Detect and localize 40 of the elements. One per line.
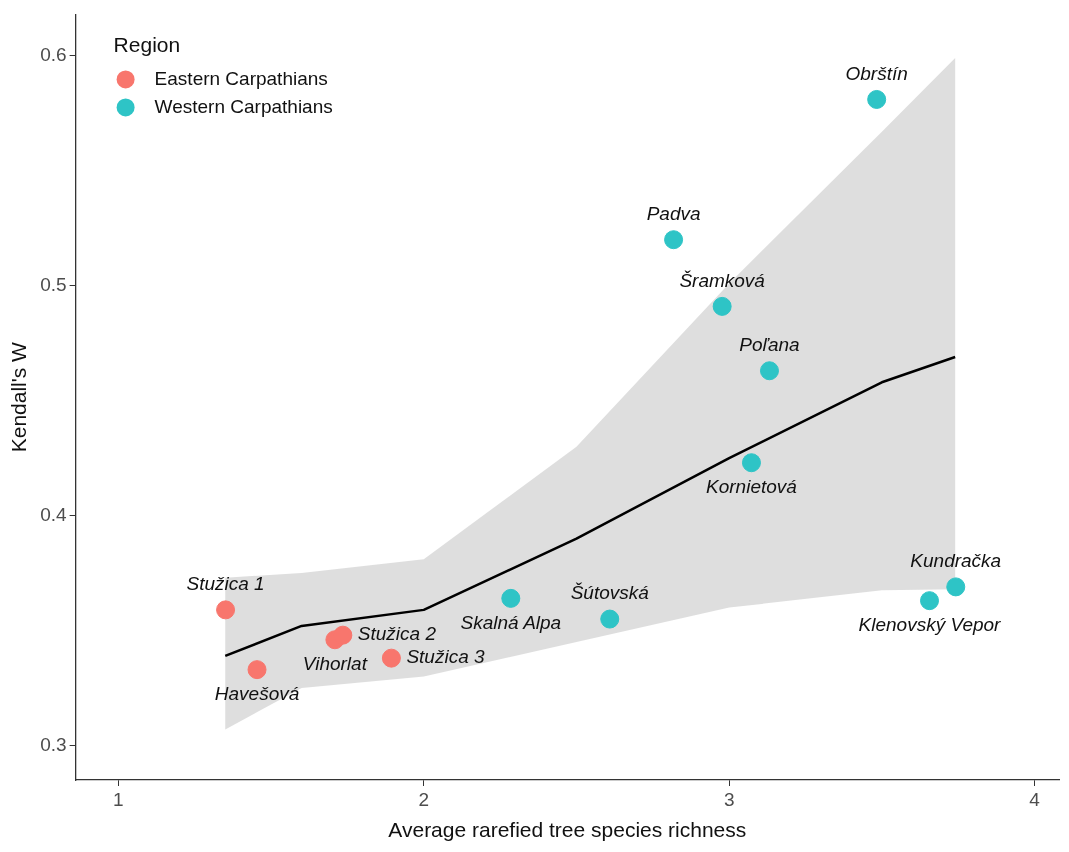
x-tick-label: 1	[113, 788, 124, 810]
point	[664, 230, 684, 250]
annotation: Skalná Alpa	[460, 611, 562, 633]
annotation: Vihorlat	[302, 653, 368, 675]
annotation: Stužica 3	[406, 646, 485, 668]
annotation: Stužica 2	[357, 623, 437, 645]
point	[333, 625, 353, 645]
legend-title: Region	[113, 33, 181, 57]
annotation: Kornietová	[706, 476, 797, 498]
y-tick-label: 0.5	[40, 273, 67, 295]
annotation: Stužica 1	[186, 573, 265, 595]
point	[712, 296, 732, 316]
x-tick-label: 3	[723, 788, 735, 810]
point	[216, 600, 236, 620]
y-tick-label: 0.4	[40, 503, 68, 525]
point	[946, 577, 966, 597]
point	[741, 453, 761, 473]
point	[381, 648, 401, 668]
x-axis-title: Average rarefied tree species richness	[388, 818, 747, 842]
annotation: Kundračka	[910, 550, 1002, 572]
annotation: Havešová	[214, 682, 300, 704]
point	[501, 588, 521, 608]
point	[920, 591, 940, 611]
annotation: Šútovská	[570, 582, 649, 604]
annotation: Padva	[646, 202, 701, 224]
legend-label: Western Carpathians	[154, 95, 333, 117]
y-tick-label: 0.6	[40, 44, 67, 66]
point	[759, 361, 779, 381]
point	[867, 89, 887, 109]
annotation: Poľana	[739, 334, 800, 356]
y-tick-label: 0.3	[40, 733, 67, 755]
point	[600, 609, 620, 629]
x-tick-label: 4	[1029, 788, 1041, 810]
annotation: Obrštín	[845, 62, 908, 84]
x-tick-label: 2	[418, 788, 430, 810]
legend-label: Eastern Carpathians	[154, 67, 328, 89]
y-axis-title: Kendall's W	[7, 341, 31, 453]
annotation: Klenovský Vepor	[858, 613, 1002, 635]
point	[247, 660, 267, 680]
annotation: Šramková	[679, 269, 765, 291]
